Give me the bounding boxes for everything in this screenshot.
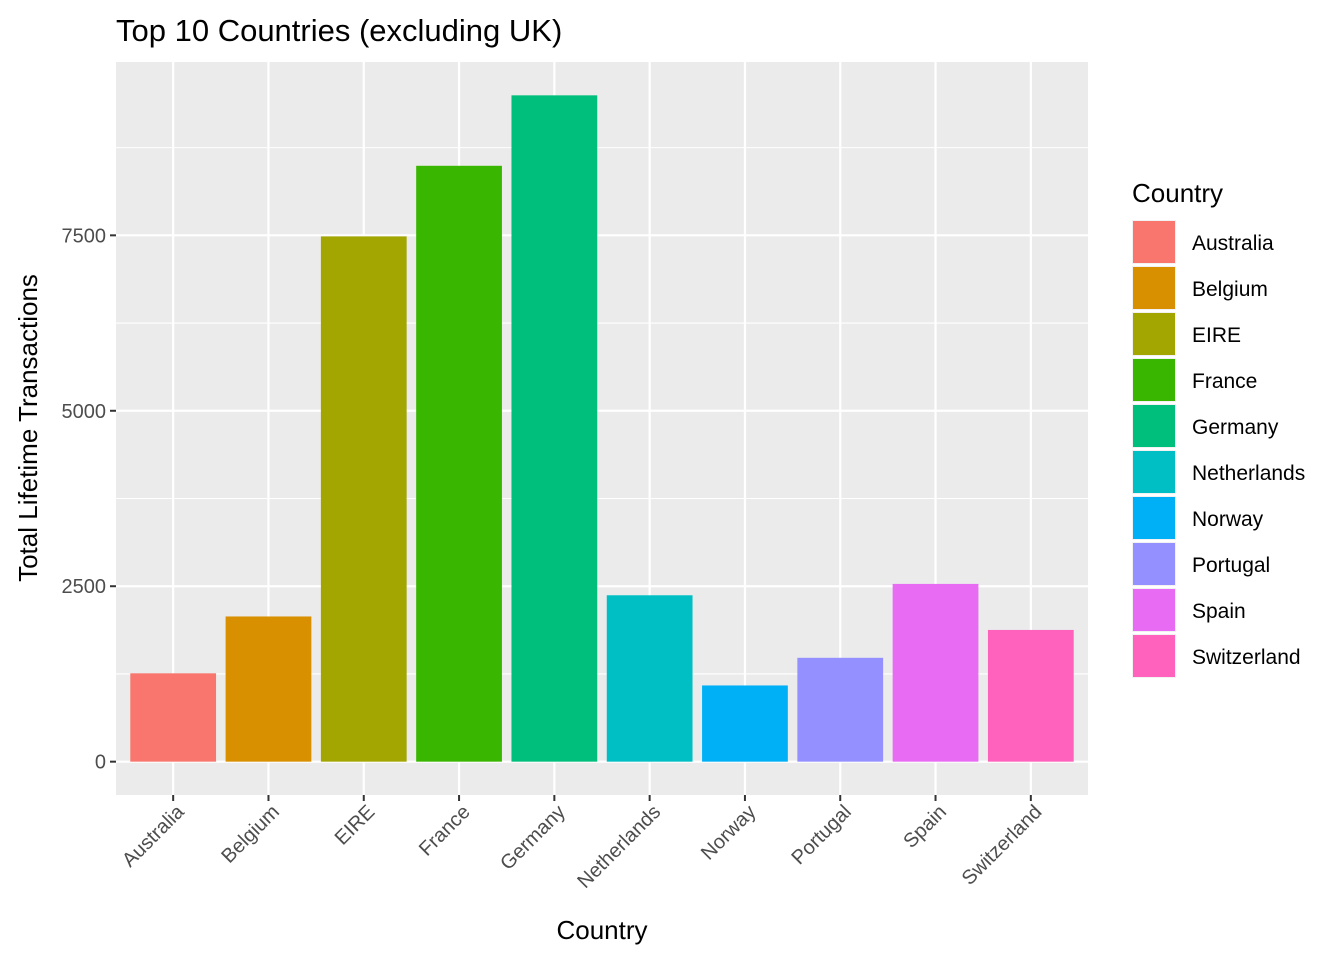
x-tick-label: Switzerland [958, 801, 1047, 890]
x-tick-label: Spain [899, 801, 951, 853]
x-tick-label: Germany [496, 801, 570, 875]
legend: Country Australia Belgium EIRE France German… [1132, 178, 1305, 678]
legend-label: Switzerland [1192, 646, 1301, 669]
legend-label: France [1192, 370, 1257, 393]
x-tick-label: Netherlands [573, 801, 665, 893]
legend-swatch-switzerland [1133, 635, 1175, 677]
y-tick-label: 2500 [62, 576, 107, 598]
bar-australia [130, 673, 217, 762]
bars [130, 95, 1074, 762]
x-tick-label: Portugal [788, 801, 856, 869]
legend-label: Portugal [1192, 554, 1270, 577]
x-tick-label: Belgium [217, 801, 284, 868]
bar-netherlands [606, 595, 693, 762]
x-tick-label: Australia [118, 800, 189, 871]
y-axis-title: Total Lifetime Transactions [13, 274, 43, 582]
y-tick-label: 5000 [62, 401, 107, 423]
legend-swatch-portugal [1133, 543, 1175, 585]
legend-swatch-germany [1133, 405, 1175, 447]
x-tick-label: Norway [697, 801, 760, 864]
x-axis: Australia Belgium EIRE France Germany Netherl… [118, 795, 1046, 893]
y-axis: 0 2500 5000 7500 [62, 225, 116, 774]
legend-label: Australia [1192, 232, 1274, 255]
legend-label: Germany [1192, 416, 1279, 439]
y-tick-label: 0 [95, 752, 106, 774]
x-tick-label: EIRE [331, 801, 380, 850]
x-tick-label: France [415, 801, 475, 861]
legend-title: Country [1132, 178, 1223, 208]
legend-swatch-belgium [1133, 267, 1175, 309]
legend-label: Netherlands [1192, 462, 1305, 485]
bar-eire [320, 236, 407, 762]
chart-title: Top 10 Countries (excluding UK) [116, 13, 562, 48]
bar-spain [892, 583, 979, 762]
legend-label: Norway [1192, 508, 1264, 531]
legend-swatch-netherlands [1133, 451, 1175, 493]
legend-swatch-norway [1133, 497, 1175, 539]
bar-france [416, 165, 502, 762]
legend-label: Spain [1192, 600, 1246, 623]
bar-germany [511, 95, 598, 762]
bar-norway [702, 685, 788, 762]
bar-belgium [225, 616, 312, 762]
legend-swatch-france [1133, 359, 1175, 401]
legend-label: EIRE [1192, 324, 1241, 347]
legend-swatch-spain [1133, 589, 1175, 631]
x-axis-title: Country [556, 915, 647, 945]
legend-swatch-australia [1133, 221, 1175, 263]
y-tick-label: 7500 [62, 225, 107, 247]
legend-label: Belgium [1192, 278, 1268, 301]
legend-swatch-eire [1133, 313, 1175, 355]
bar-portugal [797, 657, 884, 762]
bar-switzerland [987, 629, 1074, 762]
